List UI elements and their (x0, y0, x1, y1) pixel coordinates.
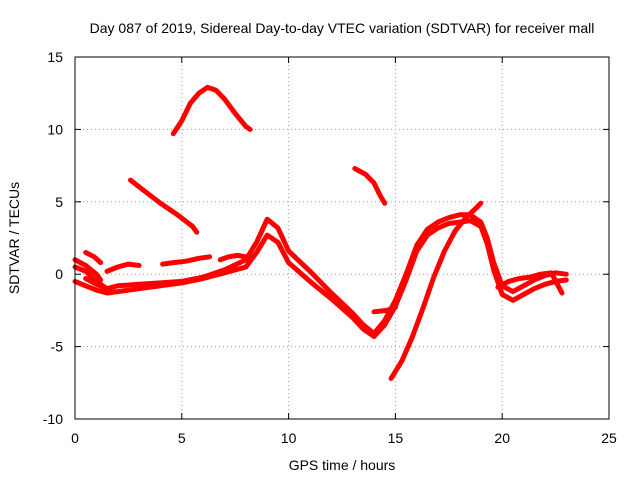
grid (75, 57, 609, 419)
series-line-satellite-11 (217, 252, 249, 263)
series-line-satellite-14 (495, 270, 565, 296)
chart-title: Day 087 of 2019, Sidereal Day-to-day VTE… (90, 20, 595, 36)
series-layer (72, 84, 569, 381)
y-axis-label: SDTVAR / TECUs (6, 182, 22, 294)
x-axis-label: GPS time / hours (289, 457, 396, 473)
y-tick-label: 5 (55, 194, 63, 210)
series-line-satellite-7 (83, 276, 110, 292)
y-tick-label: -5 (51, 339, 64, 355)
series-line-satellite-9 (104, 261, 142, 274)
x-tick-label: 0 (71, 430, 79, 446)
x-tick-label: 25 (601, 430, 617, 446)
x-tick-label: 20 (494, 430, 510, 446)
y-tick-label: 15 (47, 49, 63, 65)
y-tick-label: 0 (55, 266, 63, 282)
x-tick-label: 5 (178, 430, 186, 446)
y-tick-label: 10 (47, 121, 63, 137)
series-line-satellite-10 (160, 254, 213, 267)
series-line-satellite-6 (72, 257, 104, 283)
series-line-satellite-2 (128, 177, 200, 235)
series-line-satellite-5 (72, 218, 569, 339)
series-line-satellite-8 (83, 250, 104, 266)
ticks: 0 5 10 15 20 25 -10 -5 0 5 10 15 (43, 49, 617, 446)
x-tick-label: 15 (388, 430, 404, 446)
plot-frame (74, 56, 610, 420)
series-line-satellite-12 (371, 305, 398, 315)
x-tick-label: 10 (281, 430, 297, 446)
y-tick-label: -10 (43, 411, 63, 427)
series-line-satellite-1 (170, 84, 253, 137)
series-line-satellite-13 (388, 200, 484, 381)
series-line-satellite-3 (352, 166, 388, 206)
